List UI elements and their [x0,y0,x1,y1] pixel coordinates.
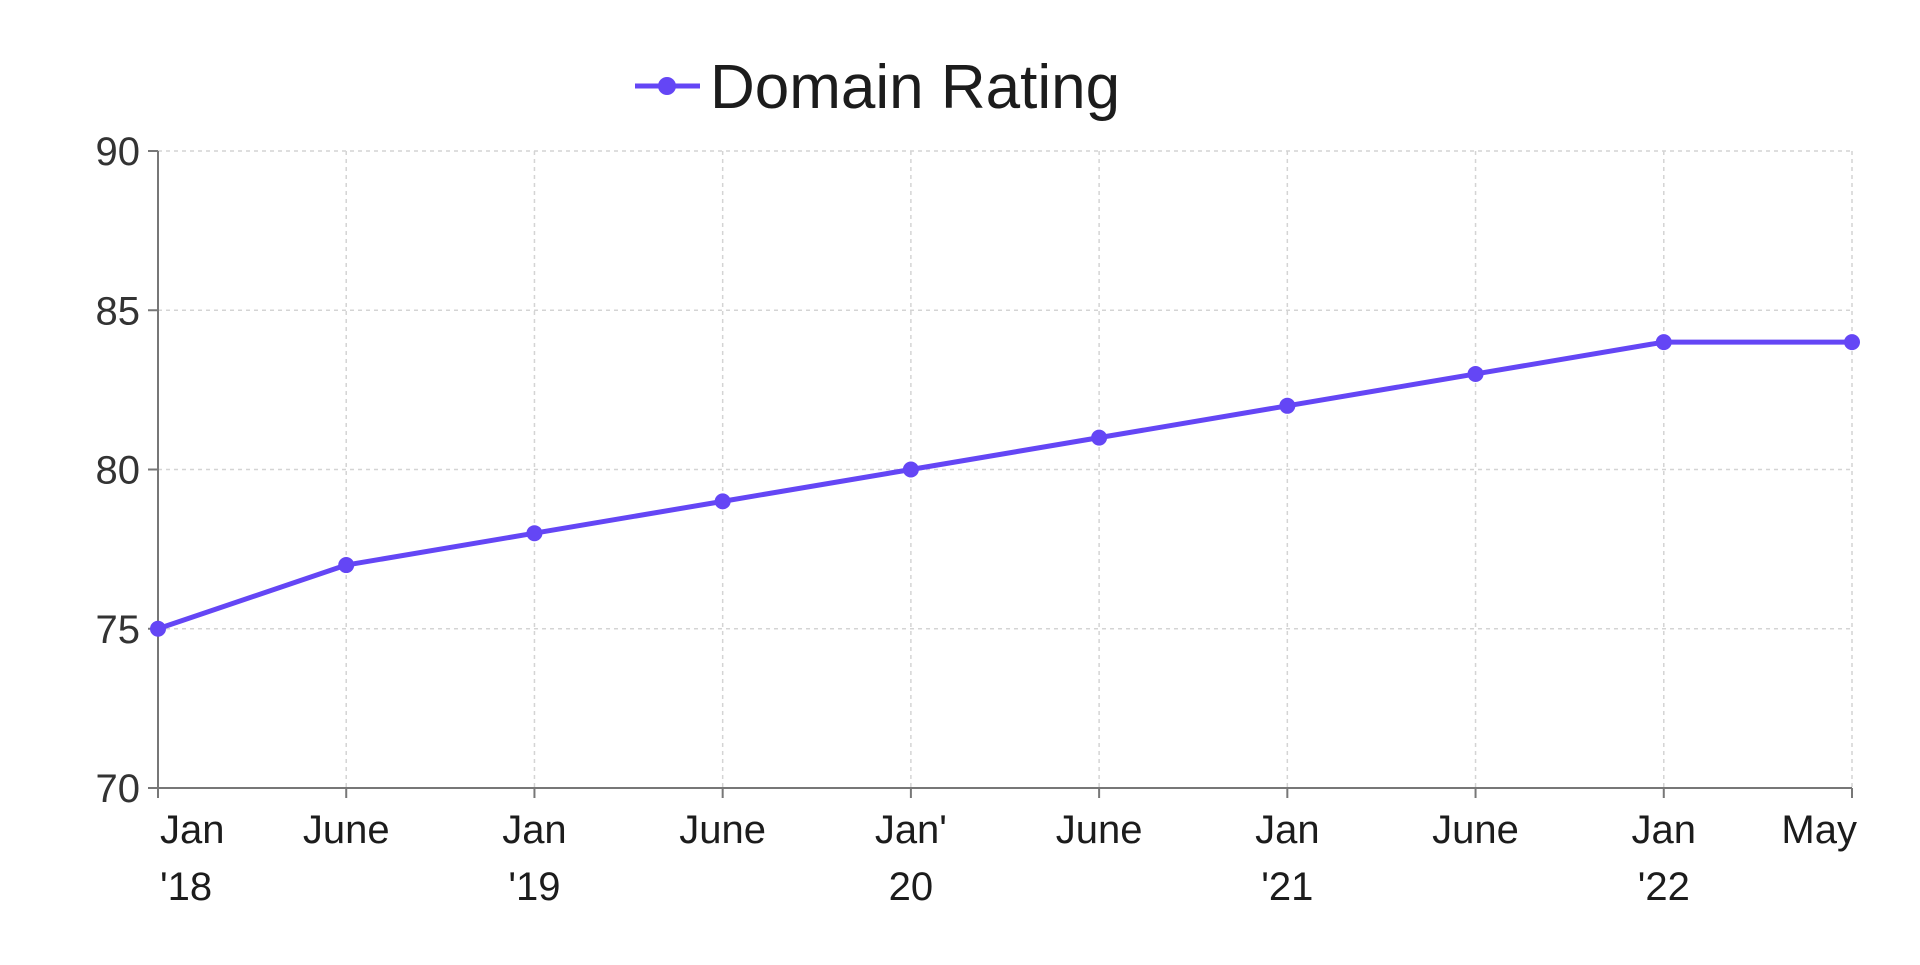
x-tick-label: Jan [160,808,225,852]
x-tick-label: '22 [1638,865,1690,909]
x-tick-label: June [1432,808,1519,852]
x-tick-label: '21 [1261,865,1313,909]
data-point [150,620,166,637]
chart-legend: Domain Rating [635,53,1120,122]
x-tick-label: June [679,808,766,852]
x-tick-label: June [1056,808,1143,852]
series-domain-rating [150,334,1860,637]
data-point [1655,334,1672,351]
x-tick-label: Jan [1632,808,1697,852]
data-point [902,461,919,478]
data-point [338,557,355,574]
data-point [714,493,731,510]
x-tick-label: Jan [502,808,567,852]
y-axis-tick-labels: 70 75 80 85 90 [96,130,141,811]
y-tick-label: 75 [96,608,141,652]
y-tick-label: 85 [96,289,141,333]
x-axis-tick-labels: Jan '18 June Jan '19 June Jan' 20 June Jan '21 June… [160,808,1857,909]
x-tick-label: Jan [1255,808,1320,852]
y-tick-label: 70 [96,767,141,811]
axes [148,150,1853,798]
y-tick-label: 90 [96,130,141,174]
data-point [1091,429,1108,446]
data-point [1844,334,1860,351]
data-point [526,525,543,542]
y-tick-label: 80 [96,449,141,493]
x-tick-label: '18 [160,865,212,909]
x-tick-label: 20 [889,865,934,909]
grid-lines [158,150,1853,788]
data-point [1467,365,1484,382]
series-line [157,339,1852,632]
x-tick-label: May [1781,808,1857,852]
data-point [1279,397,1296,414]
legend-dot-marker [658,77,676,95]
x-tick-label: '19 [508,865,560,909]
x-tick-label: June [303,808,390,852]
x-tick-label: Jan' [875,808,947,852]
legend-label: Domain Rating [710,53,1120,122]
